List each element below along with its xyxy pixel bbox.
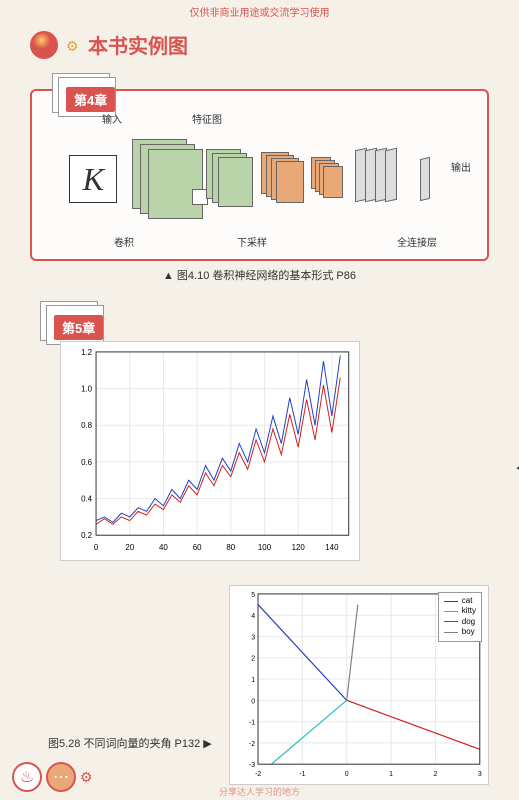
- footer-gear-icon: ⚙: [80, 769, 93, 786]
- svg-text:0: 0: [94, 543, 99, 552]
- svg-text:0.8: 0.8: [81, 421, 93, 430]
- svg-text:3: 3: [478, 771, 482, 778]
- chat-icon: ⋯: [46, 762, 76, 792]
- cnn-pool1: [206, 149, 246, 209]
- svg-text:-1: -1: [249, 720, 255, 727]
- chapter5-section: 第5章 0.2 0.4 0.6 0.8 1.0 1.2 0 20 40 60 80 100 120 140…: [30, 301, 489, 561]
- cnn-output: [420, 157, 430, 201]
- svg-text:20: 20: [125, 543, 134, 552]
- cnn-fc-label: 全连接层: [397, 234, 437, 249]
- gear-icon: ⚙: [66, 38, 80, 52]
- caption-5-28: 图5.28 不同词向量的夹角 P132 ▶: [48, 735, 212, 751]
- page-title: 本书实例图: [88, 30, 188, 59]
- svg-text:-1: -1: [299, 771, 305, 778]
- chapter5-label: 第5章: [54, 315, 103, 340]
- svg-text:-3: -3: [249, 762, 255, 769]
- svg-text:80: 80: [226, 543, 235, 552]
- svg-text:1: 1: [251, 677, 255, 684]
- chart-5-28: -3-2-1012345-2-10123 catkittydogboy: [229, 585, 489, 785]
- svg-text:0.6: 0.6: [81, 458, 93, 467]
- svg-text:2: 2: [433, 771, 437, 778]
- cnn-conv1: [132, 139, 192, 219]
- svg-text:60: 60: [193, 543, 202, 552]
- flame-icon: ♨: [12, 762, 42, 792]
- cnn-output-label: 输出: [451, 159, 471, 174]
- svg-text:1.0: 1.0: [81, 385, 93, 394]
- svg-text:0: 0: [345, 771, 349, 778]
- svg-text:1: 1: [389, 771, 393, 778]
- svg-text:0.2: 0.2: [81, 531, 92, 540]
- chart-528-legend: catkittydogboy: [438, 592, 482, 642]
- svg-text:2: 2: [251, 656, 255, 663]
- cnn-diagram: 输入 特征图 输出 卷积 下采样 全连接层 K: [42, 109, 477, 249]
- watermark-bottom: 分享达人学习的地方: [219, 785, 300, 798]
- footer-icons: ♨ ⋯ ⚙: [12, 762, 93, 792]
- watermark-top: 仅供非商业用途或交流学习使用: [190, 4, 330, 19]
- svg-text:120: 120: [292, 543, 306, 552]
- svg-text:0: 0: [251, 698, 255, 705]
- caption-4-10: ▲ 图4.10 卷积神经网络的基本形式 P86: [0, 267, 519, 283]
- svg-text:-2: -2: [255, 771, 261, 778]
- cnn-fc: [355, 149, 405, 209]
- svg-text:40: 40: [159, 543, 168, 552]
- figure-4-10-box: 第4章 输入 特征图 输出 卷积 下采样 全连接层 K: [30, 89, 489, 261]
- svg-text:-2: -2: [249, 741, 255, 748]
- cnn-conv-label: 卷积: [114, 234, 134, 249]
- svg-text:140: 140: [325, 543, 339, 552]
- svg-text:0.4: 0.4: [81, 495, 93, 504]
- svg-text:100: 100: [258, 543, 272, 552]
- cnn-subsample-label: 下采样: [237, 234, 267, 249]
- header-bulb-icon: [30, 31, 58, 59]
- cnn-input-label: 输入: [102, 111, 122, 126]
- cnn-pool2: [311, 157, 341, 202]
- cnn-input-glyph: K: [69, 155, 117, 203]
- chart-5-27: 0.2 0.4 0.6 0.8 1.0 1.2 0 20 40 60 80 100 120 140: [60, 341, 360, 561]
- svg-text:1.2: 1.2: [81, 348, 92, 357]
- svg-text:5: 5: [251, 592, 255, 599]
- svg-text:4: 4: [251, 613, 255, 620]
- cnn-conv2: [261, 152, 296, 207]
- svg-text:3: 3: [251, 634, 255, 641]
- cnn-feature-label: 特征图: [192, 111, 222, 126]
